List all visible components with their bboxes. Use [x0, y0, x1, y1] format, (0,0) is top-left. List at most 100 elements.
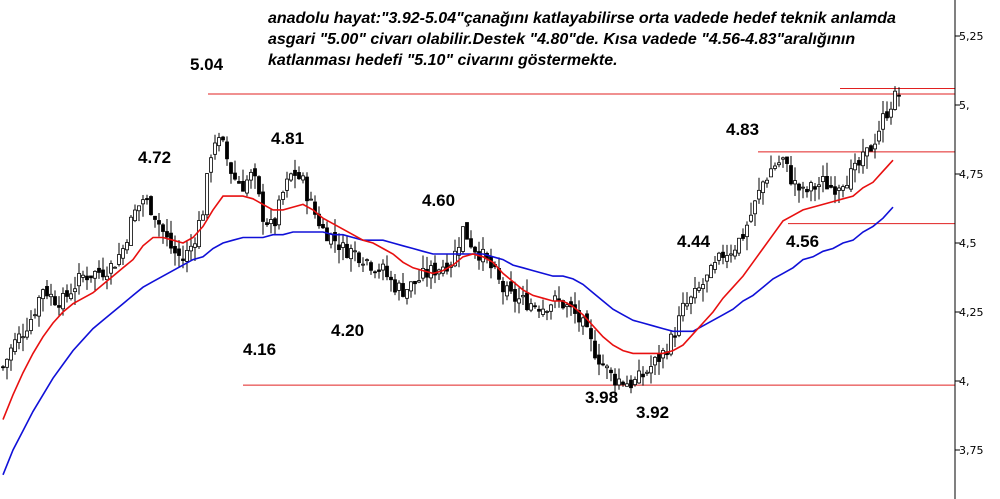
candle	[841, 184, 845, 198]
candle	[113, 266, 117, 269]
candle	[245, 175, 249, 197]
candlesticks	[1, 86, 901, 398]
candle	[461, 226, 465, 255]
candle	[285, 171, 289, 198]
candle	[813, 183, 817, 202]
candle	[613, 368, 617, 398]
annotation-label: 4.56	[786, 232, 819, 251]
candle	[713, 255, 717, 274]
candle	[121, 244, 125, 265]
candle	[449, 261, 453, 278]
candle	[725, 244, 729, 269]
candle	[65, 284, 69, 303]
candle	[601, 354, 605, 367]
candle	[253, 163, 257, 189]
candle	[265, 218, 269, 227]
candle	[53, 290, 57, 307]
candle	[581, 316, 585, 335]
candle	[45, 279, 49, 300]
candle	[377, 263, 381, 279]
candle	[217, 132, 221, 152]
candle	[617, 368, 621, 390]
candle	[549, 303, 553, 320]
candle	[705, 274, 709, 293]
candle	[313, 195, 317, 219]
candle	[545, 310, 549, 321]
candle	[465, 222, 469, 240]
candle	[821, 165, 825, 193]
candle	[117, 242, 121, 267]
price-axis: 3,75 4, 4,25 4,5 4,75 5, 5,25	[954, 0, 984, 499]
candle	[641, 366, 645, 386]
candle	[77, 263, 81, 295]
candle	[577, 300, 581, 332]
candle	[241, 169, 245, 192]
candle	[17, 326, 21, 350]
y-tick-label: 4,75	[959, 168, 984, 181]
candle	[741, 228, 745, 241]
candle	[57, 296, 61, 317]
horizontal-levels	[208, 87, 955, 386]
candle	[717, 251, 721, 265]
candle	[505, 281, 509, 301]
candle	[365, 258, 369, 266]
candle	[537, 305, 541, 318]
candle	[105, 266, 109, 290]
candle	[609, 367, 613, 382]
candle	[81, 270, 85, 283]
candle	[125, 239, 129, 254]
annotation-label: 3.98	[585, 388, 618, 407]
candle	[653, 355, 657, 375]
candle	[269, 208, 273, 234]
candle	[809, 180, 813, 202]
y-tick-label: 5,	[959, 99, 970, 112]
annotation-label: 5.04	[190, 55, 224, 74]
candle	[697, 281, 701, 293]
candle	[829, 176, 833, 189]
candle	[781, 156, 785, 168]
candle	[201, 210, 205, 221]
candle	[325, 221, 329, 242]
candle	[393, 273, 397, 296]
candle	[885, 101, 889, 121]
candle	[261, 183, 265, 235]
price-annotations: 5.04 4.72 4.81 4.16 4.20 4.60 4.44 3.98 3.92 4.83…	[138, 55, 819, 422]
candle	[257, 175, 261, 197]
annotation-label: 4.60	[422, 191, 455, 210]
annotation-label: 3.92	[636, 403, 669, 422]
candle	[877, 120, 881, 145]
candle	[1, 365, 5, 371]
candle	[657, 344, 661, 375]
candle	[533, 302, 537, 309]
y-tick-label: 3,75	[959, 444, 984, 457]
candle	[293, 159, 297, 189]
candle	[249, 169, 253, 189]
candle	[817, 176, 821, 200]
annotation-label: 4.72	[138, 148, 171, 167]
y-tick-label: 4,	[959, 375, 970, 388]
candle	[21, 323, 25, 352]
candle	[405, 289, 409, 305]
candle	[157, 213, 161, 237]
candle	[337, 233, 341, 264]
candle	[353, 241, 357, 262]
candle	[373, 270, 377, 279]
candle	[349, 244, 353, 272]
candle	[849, 159, 853, 193]
candle	[13, 332, 17, 355]
analysis-commentary: anadolu hayat:"3.92-5.04"çanağını katlay…	[268, 10, 896, 69]
candle	[769, 155, 773, 178]
candle	[701, 278, 705, 302]
candle	[633, 376, 637, 387]
candle	[385, 255, 389, 281]
candle	[553, 290, 557, 309]
candle	[221, 135, 225, 143]
candle	[133, 204, 137, 223]
candle	[733, 245, 737, 260]
candle	[525, 279, 529, 312]
candle	[881, 100, 885, 143]
candle	[93, 270, 97, 292]
candle	[205, 173, 209, 221]
candle	[469, 230, 473, 249]
